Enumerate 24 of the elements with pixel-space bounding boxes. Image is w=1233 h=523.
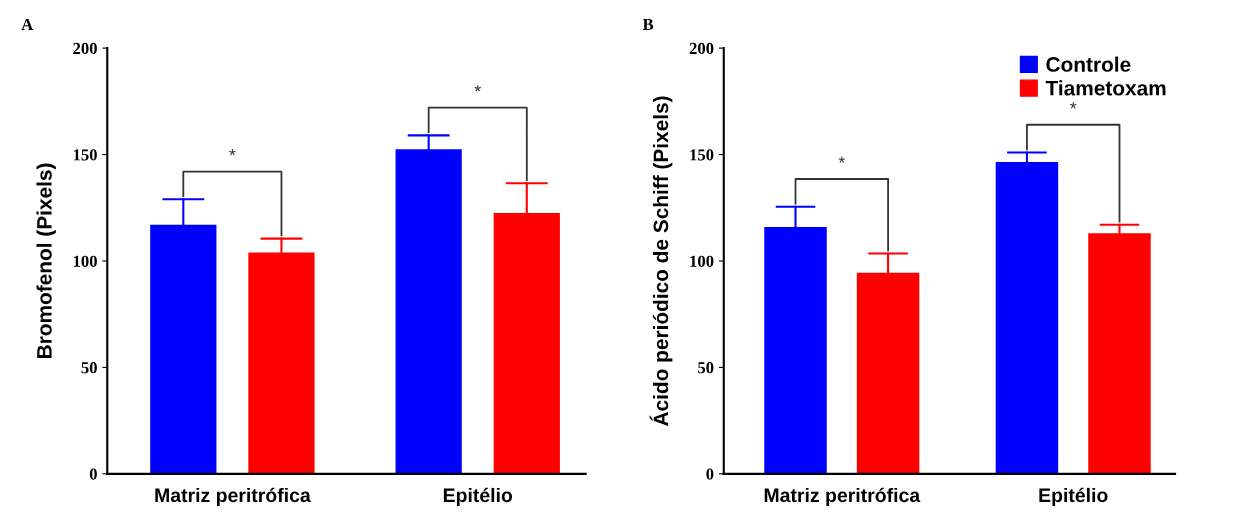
chart-title: A: [21, 18, 34, 30]
x-tick-label: Epitélio: [443, 487, 513, 507]
annotation: *: [838, 156, 846, 163]
legend-label: Tiametoxam: [1045, 80, 1166, 96]
y-tick-label: 100: [690, 255, 714, 267]
y-tick-label: 150: [73, 149, 97, 161]
annotation: *: [229, 149, 236, 156]
legend-label: Controle: [1046, 56, 1131, 72]
chart-title: B: [642, 18, 654, 30]
y-tick-label: 50: [81, 362, 97, 374]
y-axis-title: Ácido periódico de Schiff (Pixels): [649, 96, 673, 426]
x-tick-label: Matriz peritrófica: [155, 487, 311, 507]
x-tick-label: Matriz peritrófica: [764, 487, 921, 507]
annotation: *: [474, 85, 481, 92]
y-tick-label: 200: [689, 42, 714, 55]
y-tick-label: 0: [706, 468, 714, 480]
y-tick-label: 200: [73, 42, 97, 55]
x-tick-label: Epitélio: [1039, 487, 1108, 507]
annotation: *: [1070, 102, 1077, 109]
y-axis-title: Bromofenol (Pixels): [36, 163, 56, 358]
y-tick-label: 50: [698, 362, 714, 374]
y-tick-label: 100: [73, 255, 97, 267]
y-tick-label: 0: [89, 468, 97, 480]
y-tick-label: 150: [690, 149, 714, 161]
